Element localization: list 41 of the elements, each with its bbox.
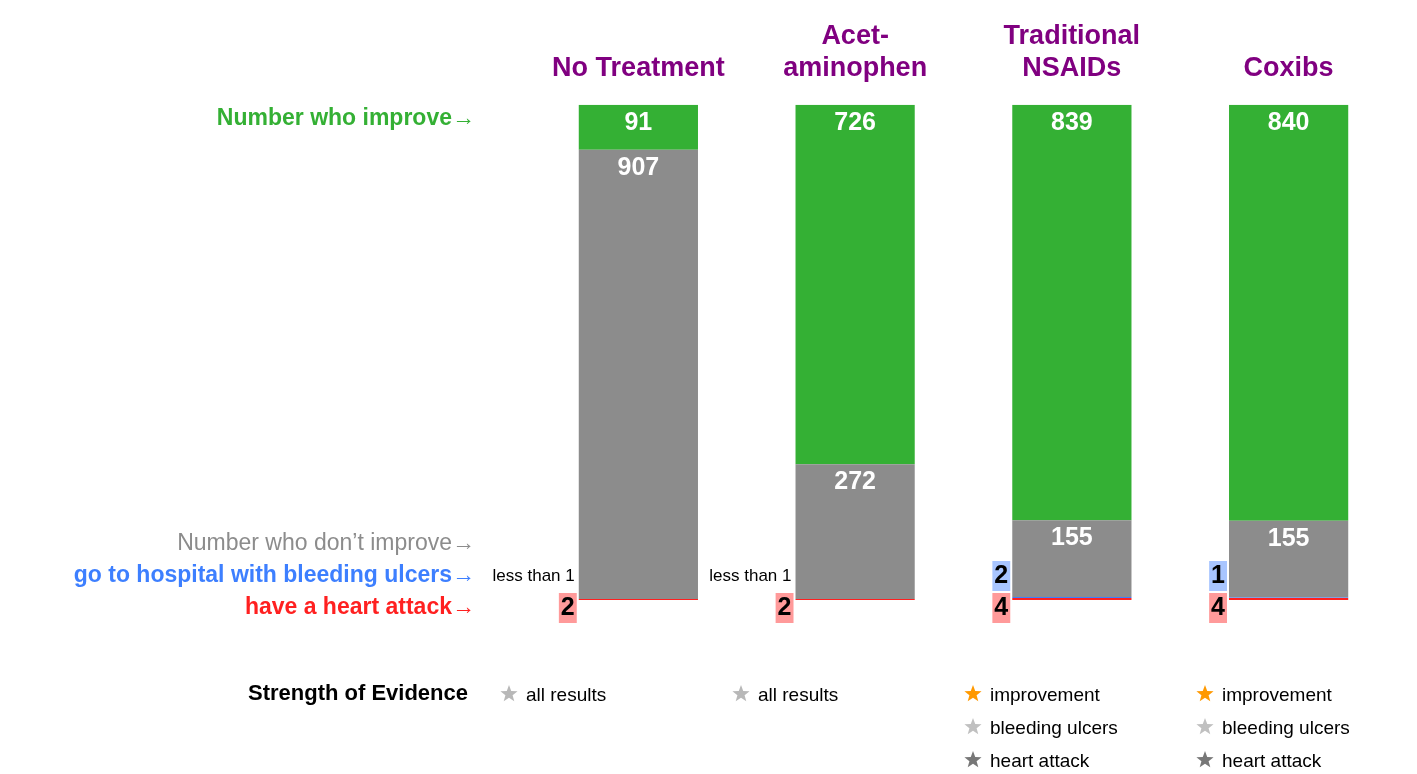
text: less than 1 — [709, 565, 792, 585]
text: go to hospital with bleeding ulcers→ — [73, 561, 475, 588]
text: bleeding ulcers — [1222, 717, 1350, 738]
data-label: 726 — [834, 106, 876, 135]
text: improvement — [1222, 684, 1332, 705]
bar — [1229, 104, 1349, 521]
text: Number who improve→ — [216, 104, 475, 131]
text: Strength of Evidence — [247, 680, 468, 706]
bar — [795, 104, 915, 465]
bar — [1229, 520, 1349, 598]
bar — [1012, 520, 1132, 598]
x-tick-label: No Treatment — [552, 52, 725, 83]
bar — [578, 104, 698, 150]
text: have a heart attack→ — [244, 593, 475, 620]
text: heart attack — [1222, 750, 1322, 771]
x-tick-label: Traditional NSAIDs — [1003, 19, 1141, 83]
data-label: 839 — [1051, 106, 1093, 135]
text: all results — [758, 684, 839, 705]
data-label: 840 — [1267, 106, 1310, 135]
data-label: 155 — [1267, 522, 1310, 551]
text: bleeding ulcers — [990, 717, 1118, 738]
data-label: 907 — [617, 151, 660, 180]
bar — [795, 464, 915, 600]
data-label: 155 — [1051, 522, 1093, 551]
bar — [578, 149, 698, 600]
bar — [1012, 104, 1132, 521]
text: all results — [526, 684, 607, 705]
data-label: 2 — [560, 591, 575, 620]
text: Number who don’t improve→ — [177, 529, 475, 556]
data-label: 4 — [1211, 591, 1226, 620]
data-label: 1 — [1211, 559, 1226, 588]
data-label: 91 — [624, 106, 653, 135]
text: improvement — [990, 684, 1100, 705]
x-tick-label: Coxibs — [1243, 52, 1334, 83]
data-label: 2 — [994, 559, 1009, 588]
data-label: 2 — [777, 591, 792, 620]
x-tick-label: Acet- aminophen — [783, 19, 928, 83]
text: heart attack — [990, 750, 1090, 771]
data-label: 4 — [994, 591, 1009, 620]
data-label: 272 — [834, 466, 876, 495]
text: less than 1 — [492, 565, 575, 585]
